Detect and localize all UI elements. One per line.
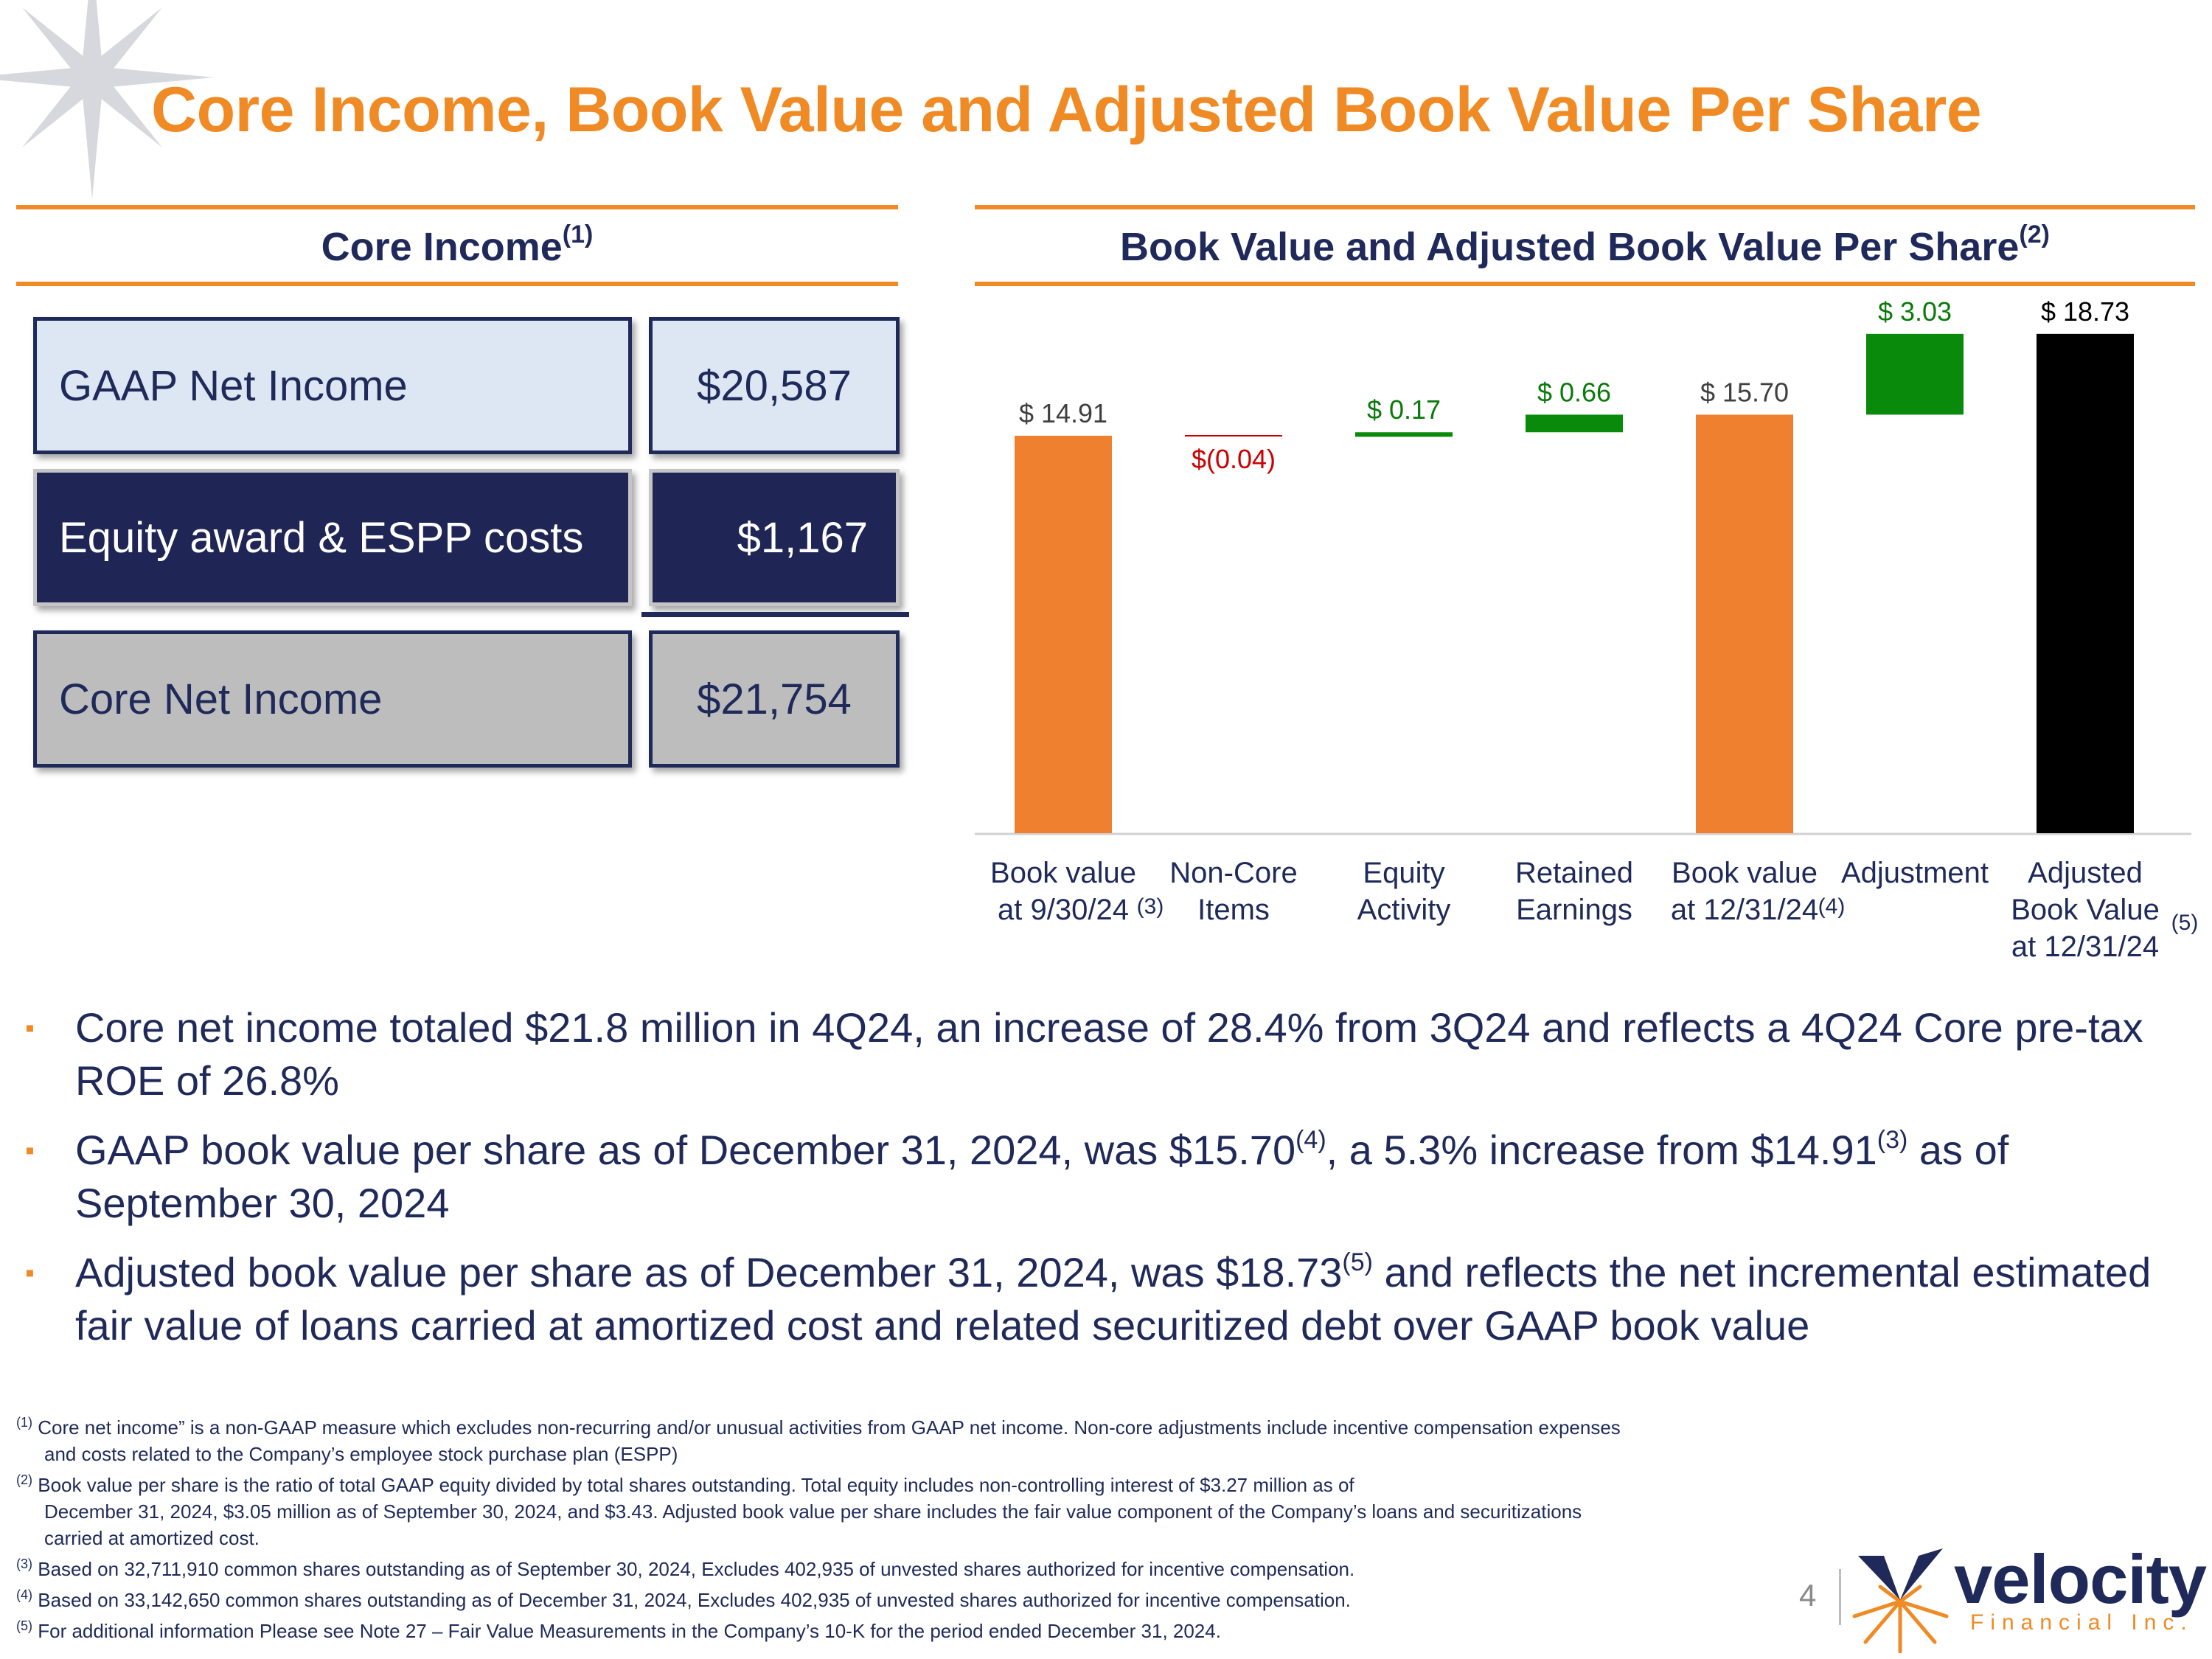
category-footnote-ref: (5) (2171, 911, 2199, 935)
bullet-text: GAAP book value per share as of December… (75, 1127, 1296, 1173)
footnote-ref: (2) (2019, 220, 2050, 248)
data-label: $ 3.03 (1878, 296, 1952, 327)
divider-rule (16, 282, 898, 286)
bullet-list: ▪ Core net income totaled $21.8 million i… (22, 1001, 2190, 1368)
logo-tagline: Financial Inc. (1970, 1610, 2194, 1635)
category-label: Non-Core (1169, 857, 1297, 889)
star-watermark-icon (0, 0, 214, 199)
data-label: $ 0.66 (1537, 377, 1611, 407)
bullet-text: Adjusted book value per share as of Dece… (75, 1249, 1343, 1295)
data-label: $ 14.91 (1019, 398, 1107, 428)
data-label: $ 15.70 (1700, 377, 1789, 407)
footnote: (2) Book value per share is the ratio of… (16, 1472, 1860, 1551)
footnote-text: Based on 32,711,910 common shares outsta… (32, 1558, 1355, 1580)
bullet-text: and reflects the net incremental estimat… (75, 1249, 2152, 1349)
page-title: Core Income, Book Value and Adjusted Boo… (151, 74, 1982, 145)
core-net-income-value: $21,754 (649, 630, 900, 768)
sum-underline (641, 612, 909, 617)
book-value-heading: Book Value and Adjusted Book Value Per S… (975, 221, 2195, 273)
footnote-ref: (3) (1877, 1126, 1908, 1154)
divider-rule (975, 205, 2195, 209)
category-footnote-ref: (3) (1137, 894, 1164, 919)
category-label: Activity (1357, 894, 1451, 926)
footnote: (3) Based on 32,711,910 common shares ou… (16, 1556, 1860, 1582)
bullet-square-icon: ▪ (25, 1012, 35, 1043)
data-label: $ 0.17 (1367, 394, 1441, 425)
bullet-item: ▪ Core net income totaled $21.8 million i… (22, 1001, 2190, 1107)
data-label: $ 18.73 (2041, 296, 2129, 327)
bullet-square-icon: ▪ (25, 1257, 35, 1287)
footnote-number: (4) (16, 1587, 32, 1602)
bullet-item: ▪ GAAP book value per share as of Decembe… (22, 1124, 2190, 1230)
footnote: (4) Based on 33,142,650 common shares ou… (16, 1587, 1860, 1613)
footnote: (5) For additional information Please se… (16, 1618, 1860, 1644)
core-income-heading-text: Core Income (321, 225, 563, 269)
velocity-logo-icon (1852, 1548, 1949, 1653)
book-value-waterfall-chart: $ 14.91 Book value at 9/30/24 (3) $(0.04) Non… (975, 296, 2199, 963)
category-label: Adjusted (2028, 857, 2143, 889)
category-label: Adjustment (1841, 857, 1989, 889)
footnotes: (1) Core net income” is a non-GAAP measu… (16, 1414, 1860, 1649)
footnote-text: carried at amortized cost. (44, 1527, 260, 1549)
footnote-number: (5) (16, 1618, 32, 1633)
bar-increase (1866, 333, 1964, 415)
bullet-text: , a 5.3% increase from $14.91 (1326, 1127, 1877, 1173)
footnote-text: and costs related to the Company’s emplo… (44, 1443, 678, 1465)
footnote-ref: (4) (1295, 1126, 1326, 1154)
page-number: 4 (1799, 1578, 1817, 1613)
footnote-number: (2) (16, 1472, 32, 1487)
bar-adjusted-book-value (2037, 333, 2134, 833)
core-income-heading: Core Income(1) (16, 221, 898, 273)
equity-award-value: $1,167 (649, 469, 900, 606)
divider-rule (975, 282, 2195, 286)
page-number-divider (1839, 1569, 1841, 1625)
divider-rule (16, 205, 898, 209)
bullet-item: ▪ Adjusted book value per share as of Dec… (22, 1246, 2190, 1352)
footnote-ref: (1) (562, 220, 594, 248)
category-label: Earnings (1516, 894, 1632, 926)
bar-book-value (1015, 435, 1112, 833)
footnote-ref: (5) (1342, 1248, 1373, 1276)
data-label: $(0.04) (1192, 444, 1276, 474)
category-footnote-ref: (4) (1818, 894, 1846, 919)
equity-award-label: Equity award & ESPP costs (33, 469, 632, 606)
logo-wordmark: velocity (1954, 1540, 2207, 1618)
category-label: at 12/31/24 (1671, 894, 1818, 926)
footnote-number: (3) (16, 1557, 32, 1571)
bar-book-value (1696, 414, 1793, 833)
category-label: Retained (1515, 857, 1633, 889)
footnote: (1) Core net income” is a non-GAAP measu… (16, 1414, 1860, 1467)
footnote-text: For additional information Please see No… (32, 1620, 1221, 1642)
category-label: Book value (1672, 857, 1818, 889)
bullet-square-icon: ▪ (25, 1135, 35, 1165)
book-value-heading-text: Book Value and Adjusted Book Value Per S… (1120, 225, 2020, 269)
bar-increase (1355, 432, 1453, 437)
category-label: Book Value (2011, 894, 2160, 926)
bullet-text: as of September 30, 2024 (75, 1127, 2009, 1226)
category-label: at 12/31/24 (2011, 931, 2159, 963)
category-label: at 9/30/24 (998, 894, 1129, 926)
category-label: Items (1197, 894, 1270, 926)
category-label: Equity (1363, 857, 1444, 889)
core-net-income-label: Core Net Income (33, 630, 632, 768)
category-label: Book value (990, 857, 1136, 889)
gaap-net-income-label: GAAP Net Income (33, 317, 632, 454)
footnote-number: (1) (16, 1415, 32, 1430)
gaap-net-income-value: $20,587 (649, 317, 900, 454)
bullet-text: Core net income totaled $21.8 million in… (75, 1004, 2143, 1104)
footnote-text: Based on 33,142,650 common shares outsta… (32, 1589, 1351, 1611)
bar-increase (1526, 414, 1623, 433)
footnote-text: December 31, 2024, $3.05 million as of S… (44, 1500, 1582, 1523)
footnote-text: Book value per share is the ratio of tot… (32, 1474, 1354, 1496)
footnote-text: Core net income” is a non-GAAP measure w… (32, 1416, 1621, 1439)
